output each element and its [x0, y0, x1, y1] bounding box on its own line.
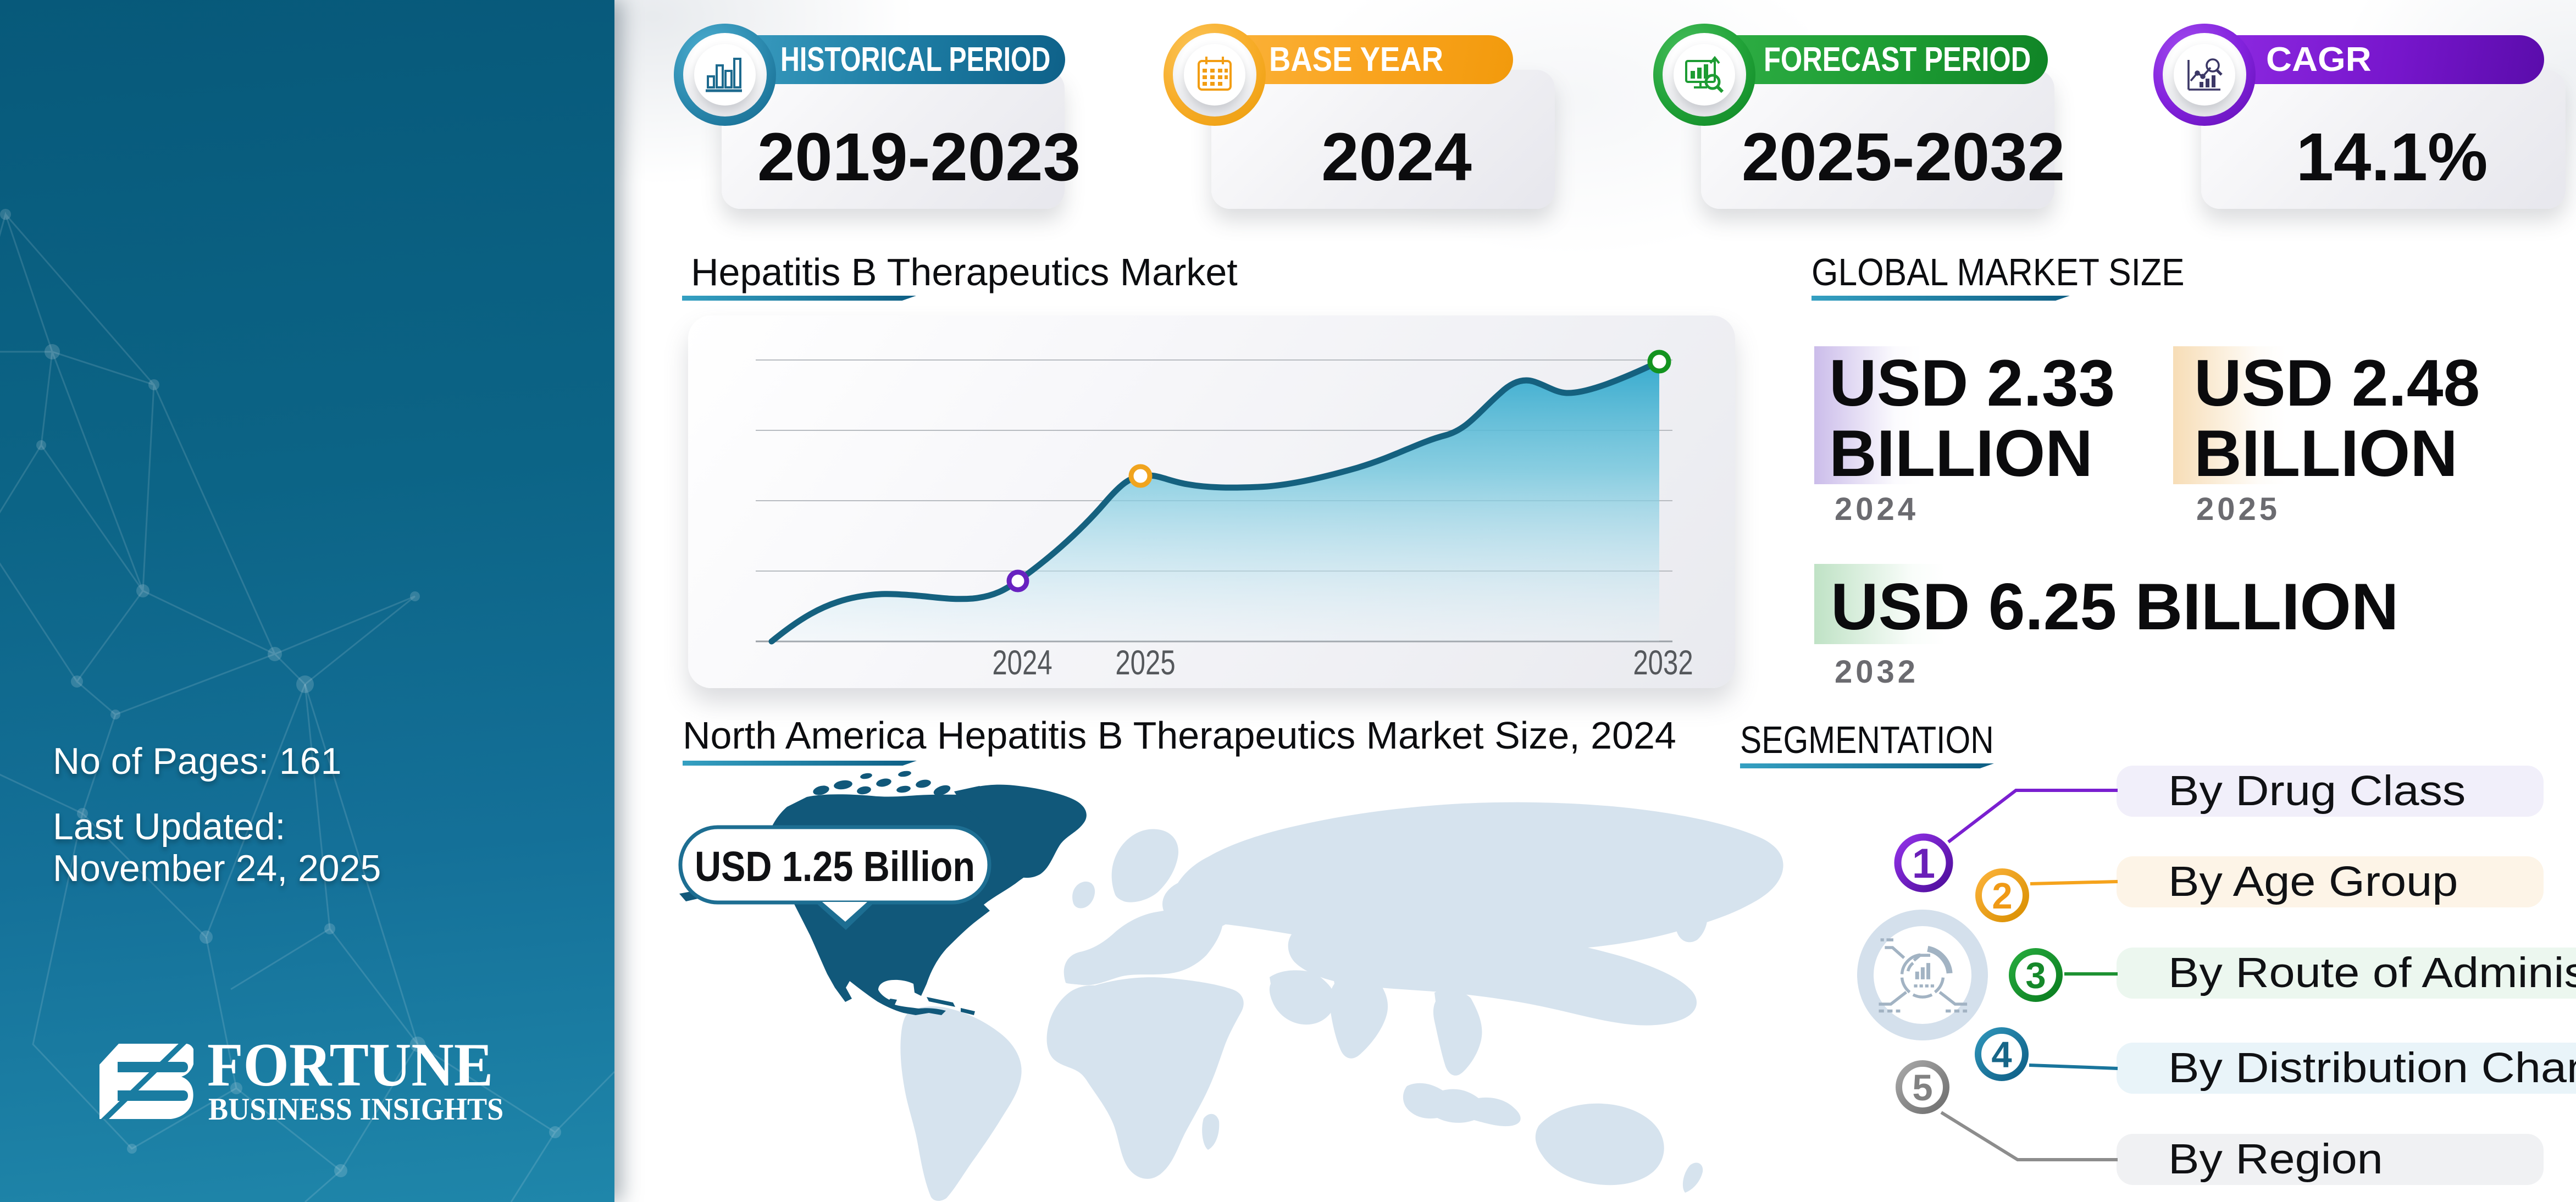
svg-text:5: 5	[1912, 1067, 1932, 1109]
svg-text:USD 1.25 Billion: USD 1.25 Billion	[695, 843, 975, 890]
svg-text:3: 3	[2025, 955, 2046, 996]
svg-text:4: 4	[1991, 1034, 2012, 1076]
svg-text:2: 2	[1992, 876, 2012, 917]
svg-text:1: 1	[1912, 840, 1935, 887]
